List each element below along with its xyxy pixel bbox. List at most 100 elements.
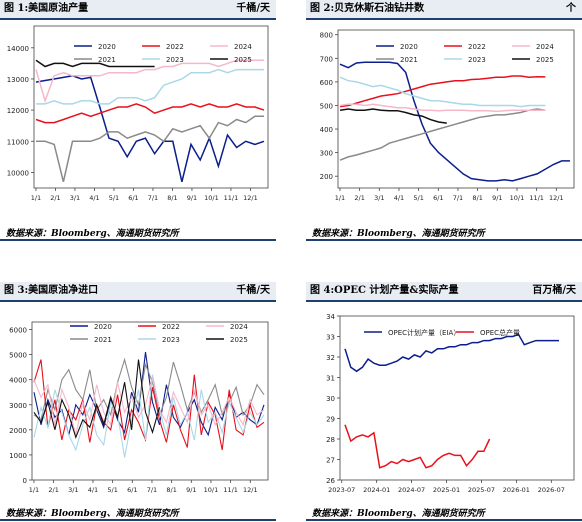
legend-label: 2024 <box>234 43 252 51</box>
source-rule-3 <box>0 519 276 521</box>
legend-label: 2021 <box>98 56 116 64</box>
panel-unit: 百万桶/天 <box>532 285 576 296</box>
series-line <box>339 61 570 182</box>
series-line <box>344 333 559 373</box>
x-tick-label: 2/1 <box>354 194 364 202</box>
y-tick-label: 300 <box>320 150 333 158</box>
panel-net-imports: 图 3:美国原油净进口 千桶/天 0 1000 2000 3000 4000 5000 60… <box>0 282 276 498</box>
legend-label: 2024 <box>230 323 248 331</box>
y-tick-label: 600 <box>320 79 333 87</box>
source-note-2: 数据来源：Bloomberg、海通期货研究所 <box>312 229 485 239</box>
x-tick-label: 11/1 <box>223 486 238 494</box>
x-tick-label: 2026-01 <box>503 486 530 494</box>
y-tick-label: 6000 <box>9 327 27 335</box>
y-tick-label: 11000 <box>7 138 29 146</box>
legend-label: 2021 <box>400 56 418 64</box>
x-tick-label: 3/1 <box>70 194 80 202</box>
legend-label: 2023 <box>162 336 180 344</box>
x-tick-label: 5/1 <box>107 486 117 494</box>
x-tick-label: 10/1 <box>204 194 219 202</box>
x-tick-label: 2/1 <box>48 486 58 494</box>
x-tick-label: 1/1 <box>29 486 39 494</box>
legend-label: OPEC总产量 <box>480 328 520 337</box>
series-line <box>35 59 155 68</box>
series-line <box>33 357 265 421</box>
source-note-1: 数据来源：Bloomberg、海通期货研究所 <box>6 229 179 239</box>
y-tick-label: 30 <box>326 395 335 403</box>
x-tick-label: 8/1 <box>166 486 176 494</box>
x-tick-label: 12/1 <box>243 194 258 202</box>
series-line <box>339 108 447 124</box>
chart-rig-count: 200 300 400 500 600 700 800 1/1 2/1 3/1 4/1 5/1 6/1 7… <box>320 29 575 202</box>
series-line <box>344 424 491 469</box>
x-tick-label: 11/1 <box>529 194 544 202</box>
y-tick-label: 12000 <box>7 107 29 115</box>
x-tick-label: 12/1 <box>243 486 258 494</box>
x-tick-label: 8/1 <box>472 194 482 202</box>
x-tick-label: 3/1 <box>68 486 78 494</box>
x-tick-label: 6/1 <box>433 194 443 202</box>
chart-net-imports: 0 1000 2000 3000 4000 5000 6000 1/1 2/1 3/1 4/1 5/1… <box>9 321 269 494</box>
y-tick-label: 14000 <box>7 45 29 53</box>
series-line <box>36 115 264 182</box>
y-tick-label: 13000 <box>7 76 29 84</box>
legend-label: 2022 <box>468 43 486 51</box>
y-tick-label: 400 <box>320 126 333 134</box>
x-tick-label: 2024-01 <box>363 486 390 494</box>
x-tick-label: 6/1 <box>128 194 138 202</box>
legend-label: 2025 <box>536 56 554 64</box>
y-tick-label: 26 <box>326 477 335 485</box>
legend-label: 2025 <box>230 336 248 344</box>
x-tick-label: 7/1 <box>147 486 157 494</box>
panel-title-bar: 图 3:美国原油净进口 千桶/天 <box>0 282 276 302</box>
legend-label: 2025 <box>234 56 252 64</box>
legend-label: OPEC计划产量（EIA） <box>388 328 460 337</box>
chart-us-crude-production: 10000 11000 12000 13000 14000 1/1 2/1 3/1 4/1 5/1… <box>7 25 269 202</box>
legend-label: 2023 <box>468 56 486 64</box>
series-line <box>35 103 265 124</box>
panel-title-bar: 图 2:贝克休斯石油钻井数 个 <box>306 0 582 20</box>
legend-label: 2022 <box>166 43 184 51</box>
x-tick-label: 7/1 <box>453 194 463 202</box>
x-tick-label: 10/1 <box>204 486 219 494</box>
series-line <box>339 75 546 108</box>
y-tick-label: 4000 <box>9 377 27 385</box>
x-tick-label: 4/1 <box>394 194 404 202</box>
panel-title: 图 3:美国原油净进口 <box>4 285 99 296</box>
x-tick-label: 2/1 <box>50 194 60 202</box>
panel-title: 图 2:贝克休斯石油钻井数 <box>310 3 425 14</box>
series-line <box>35 59 264 104</box>
y-tick-label: 33 <box>326 334 335 342</box>
panel-rig-count: 图 2:贝克休斯石油钻井数 个 200 300 400 500 600 700 800 1/1… <box>306 0 582 212</box>
series-line <box>33 374 265 458</box>
y-tick-label: 27 <box>326 457 335 465</box>
chart-opec-output: 26 27 28 29 30 31 32 33 34 2023-07 2024-01 2024-07 2… <box>326 313 575 494</box>
x-tick-label: 12/1 <box>549 194 564 202</box>
y-tick-label: 5000 <box>9 352 27 360</box>
panel-us-crude-production: 图 1:美国原油产量 千桶/天 10000 11000 12000 13000 1400… <box>0 0 276 212</box>
x-tick-label: 2024-07 <box>398 486 425 494</box>
y-tick-label: 28 <box>326 436 335 444</box>
x-tick-label: 1/1 <box>335 194 345 202</box>
panel-title: 图 1:美国原油产量 <box>4 3 89 14</box>
source-note-4: 数据来源：Bloomberg、海通期货研究所 <box>312 509 485 519</box>
source-rule-2 <box>306 239 582 241</box>
series-line <box>339 103 546 113</box>
series-line <box>33 377 265 436</box>
x-tick-label: 2025-01 <box>433 486 460 494</box>
x-tick-label: 3/1 <box>374 194 384 202</box>
legend-label: 2023 <box>166 56 184 64</box>
legend-label: 2022 <box>162 323 180 331</box>
series-line <box>33 359 161 440</box>
y-tick-label: 32 <box>326 354 335 362</box>
y-tick-label: 1000 <box>9 452 27 460</box>
panel-unit: 千桶/天 <box>236 3 270 14</box>
y-tick-label: 3000 <box>9 402 27 410</box>
panel-title-bar: 图 4:OPEC 计划产量&实际产量 百万桶/天 <box>306 282 582 302</box>
x-tick-label: 8/1 <box>167 194 177 202</box>
legend-label: 2020 <box>94 323 112 331</box>
series-line <box>33 359 265 451</box>
x-tick-label: 7/1 <box>148 194 158 202</box>
x-tick-label: 1/1 <box>31 194 41 202</box>
x-tick-label: 5/1 <box>109 194 119 202</box>
